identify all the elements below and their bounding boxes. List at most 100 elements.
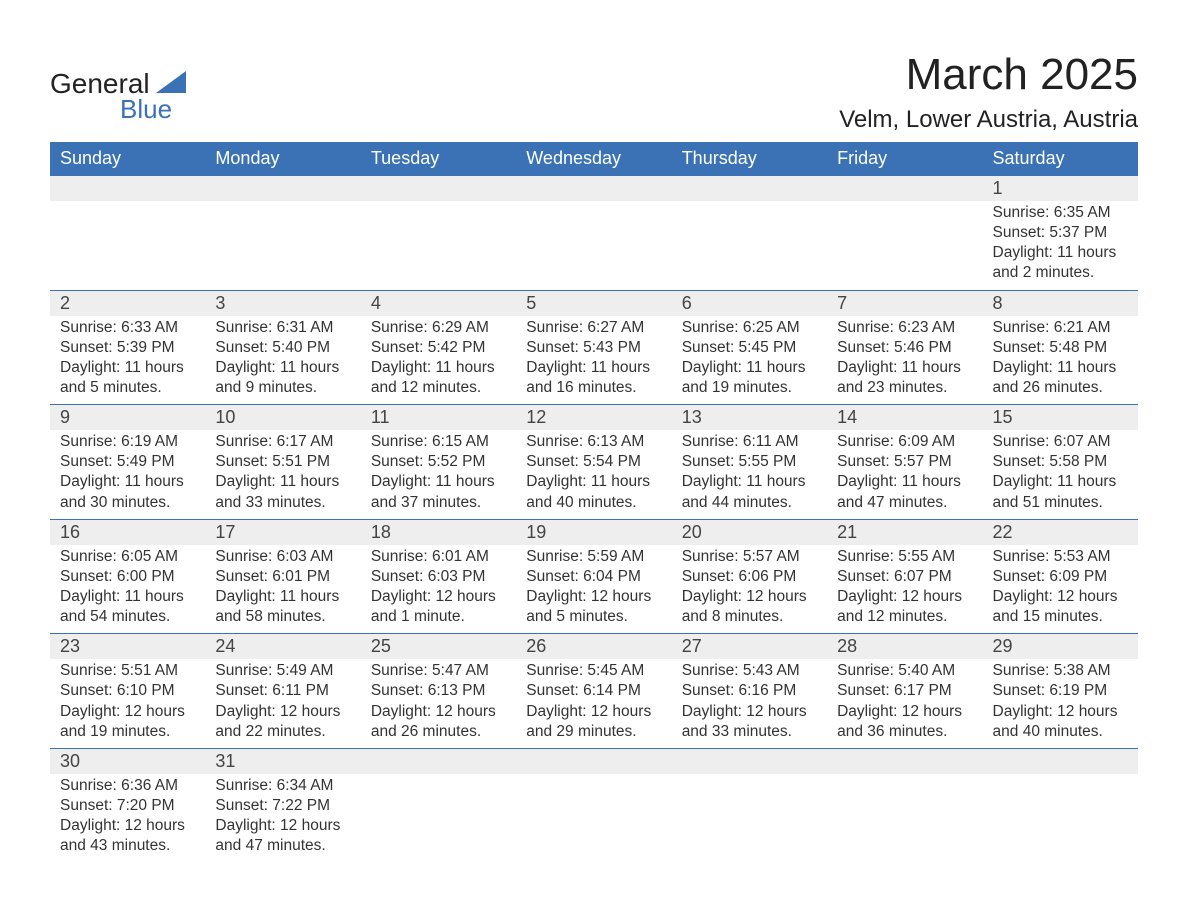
calendar-day-cell: 2Sunrise: 6:33 AMSunset: 5:39 PMDaylight… — [50, 290, 205, 405]
sunrise-text: Sunrise: 6:01 AM — [371, 547, 506, 567]
day-number: 22 — [983, 520, 1138, 545]
day-body: Sunrise: 6:23 AMSunset: 5:46 PMDaylight:… — [827, 316, 982, 405]
daylight-text: Daylight: 11 hours and 47 minutes. — [837, 472, 972, 512]
daylight-text: Daylight: 11 hours and 37 minutes. — [371, 472, 506, 512]
day-number: 11 — [361, 405, 516, 430]
day-body: Sunrise: 5:53 AMSunset: 6:09 PMDaylight:… — [983, 545, 1138, 634]
sunset-text: Sunset: 6:09 PM — [993, 567, 1128, 587]
sunrise-text: Sunrise: 6:19 AM — [60, 432, 195, 452]
daylight-text: Daylight: 11 hours and 16 minutes. — [526, 358, 661, 398]
daylight-text: Daylight: 11 hours and 44 minutes. — [682, 472, 817, 512]
calendar-table: SundayMondayTuesdayWednesdayThursdayFrid… — [50, 142, 1138, 862]
sunset-text: Sunset: 6:17 PM — [837, 681, 972, 701]
weekday-header: Saturday — [983, 142, 1138, 176]
calendar-day-cell: 22Sunrise: 5:53 AMSunset: 6:09 PMDayligh… — [983, 519, 1138, 634]
daylight-text: Daylight: 11 hours and 26 minutes. — [993, 358, 1128, 398]
daylight-text: Daylight: 12 hours and 43 minutes. — [60, 816, 195, 856]
weekday-header: Thursday — [672, 142, 827, 176]
daylight-text: Daylight: 11 hours and 51 minutes. — [993, 472, 1128, 512]
day-number: 28 — [827, 634, 982, 659]
weekday-header: Wednesday — [516, 142, 671, 176]
sunset-text: Sunset: 6:10 PM — [60, 681, 195, 701]
daylight-text: Daylight: 11 hours and 2 minutes. — [993, 243, 1128, 283]
calendar-day-cell: 7Sunrise: 6:23 AMSunset: 5:46 PMDaylight… — [827, 290, 982, 405]
sunset-text: Sunset: 6:14 PM — [526, 681, 661, 701]
day-number: 16 — [50, 520, 205, 545]
daylight-text: Daylight: 11 hours and 54 minutes. — [60, 587, 195, 627]
sunrise-text: Sunrise: 6:07 AM — [993, 432, 1128, 452]
day-number: 19 — [516, 520, 671, 545]
daylight-text: Daylight: 12 hours and 36 minutes. — [837, 702, 972, 742]
sunrise-text: Sunrise: 6:33 AM — [60, 318, 195, 338]
sunset-text: Sunset: 5:51 PM — [215, 452, 350, 472]
day-body: Sunrise: 6:01 AMSunset: 6:03 PMDaylight:… — [361, 545, 516, 634]
calendar-day-cell: 29Sunrise: 5:38 AMSunset: 6:19 PMDayligh… — [983, 634, 1138, 749]
calendar-day-cell — [205, 176, 360, 291]
day-number: 14 — [827, 405, 982, 430]
day-body — [672, 774, 827, 846]
sunrise-text: Sunrise: 6:25 AM — [682, 318, 817, 338]
sunrise-text: Sunrise: 5:57 AM — [682, 547, 817, 567]
day-number — [516, 749, 671, 774]
day-number: 15 — [983, 405, 1138, 430]
calendar-day-cell — [827, 748, 982, 862]
calendar-day-cell: 14Sunrise: 6:09 AMSunset: 5:57 PMDayligh… — [827, 405, 982, 520]
daylight-text: Daylight: 12 hours and 47 minutes. — [215, 816, 350, 856]
daylight-text: Daylight: 12 hours and 12 minutes. — [837, 587, 972, 627]
sunset-text: Sunset: 6:06 PM — [682, 567, 817, 587]
day-number: 23 — [50, 634, 205, 659]
sunset-text: Sunset: 6:03 PM — [371, 567, 506, 587]
calendar-day-cell — [50, 176, 205, 291]
daylight-text: Daylight: 11 hours and 40 minutes. — [526, 472, 661, 512]
day-number — [983, 749, 1138, 774]
day-body: Sunrise: 6:36 AMSunset: 7:20 PMDaylight:… — [50, 774, 205, 863]
sunrise-text: Sunrise: 6:35 AM — [993, 203, 1128, 223]
brand-logo: General Blue — [50, 50, 186, 125]
calendar-day-cell — [361, 176, 516, 291]
calendar-day-cell: 8Sunrise: 6:21 AMSunset: 5:48 PMDaylight… — [983, 290, 1138, 405]
sunset-text: Sunset: 5:42 PM — [371, 338, 506, 358]
calendar-day-cell: 20Sunrise: 5:57 AMSunset: 6:06 PMDayligh… — [672, 519, 827, 634]
day-body: Sunrise: 6:21 AMSunset: 5:48 PMDaylight:… — [983, 316, 1138, 405]
day-number: 4 — [361, 291, 516, 316]
calendar-day-cell — [516, 176, 671, 291]
sunrise-text: Sunrise: 5:47 AM — [371, 661, 506, 681]
sunrise-text: Sunrise: 6:34 AM — [215, 776, 350, 796]
calendar-day-cell — [827, 176, 982, 291]
day-body: Sunrise: 6:07 AMSunset: 5:58 PMDaylight:… — [983, 430, 1138, 519]
day-number: 2 — [50, 291, 205, 316]
day-number: 29 — [983, 634, 1138, 659]
daylight-text: Daylight: 11 hours and 30 minutes. — [60, 472, 195, 512]
calendar-day-cell: 19Sunrise: 5:59 AMSunset: 6:04 PMDayligh… — [516, 519, 671, 634]
sunset-text: Sunset: 5:48 PM — [993, 338, 1128, 358]
calendar-day-cell: 25Sunrise: 5:47 AMSunset: 6:13 PMDayligh… — [361, 634, 516, 749]
calendar-day-cell: 13Sunrise: 6:11 AMSunset: 5:55 PMDayligh… — [672, 405, 827, 520]
sunrise-text: Sunrise: 6:31 AM — [215, 318, 350, 338]
day-number: 13 — [672, 405, 827, 430]
calendar-day-cell: 4Sunrise: 6:29 AMSunset: 5:42 PMDaylight… — [361, 290, 516, 405]
day-body: Sunrise: 6:34 AMSunset: 7:22 PMDaylight:… — [205, 774, 360, 863]
day-number: 8 — [983, 291, 1138, 316]
day-body: Sunrise: 5:55 AMSunset: 6:07 PMDaylight:… — [827, 545, 982, 634]
day-number: 26 — [516, 634, 671, 659]
sunset-text: Sunset: 5:45 PM — [682, 338, 817, 358]
calendar-week-row: 23Sunrise: 5:51 AMSunset: 6:10 PMDayligh… — [50, 634, 1138, 749]
day-body — [516, 774, 671, 846]
calendar-day-cell: 21Sunrise: 5:55 AMSunset: 6:07 PMDayligh… — [827, 519, 982, 634]
day-body: Sunrise: 6:25 AMSunset: 5:45 PMDaylight:… — [672, 316, 827, 405]
day-body: Sunrise: 6:15 AMSunset: 5:52 PMDaylight:… — [361, 430, 516, 519]
day-body — [827, 201, 982, 273]
day-body — [516, 201, 671, 273]
day-body — [361, 201, 516, 273]
day-number — [361, 749, 516, 774]
daylight-text: Daylight: 12 hours and 29 minutes. — [526, 702, 661, 742]
day-number: 31 — [205, 749, 360, 774]
day-body — [205, 201, 360, 273]
calendar-week-row: 16Sunrise: 6:05 AMSunset: 6:00 PMDayligh… — [50, 519, 1138, 634]
daylight-text: Daylight: 12 hours and 33 minutes. — [682, 702, 817, 742]
daylight-text: Daylight: 12 hours and 5 minutes. — [526, 587, 661, 627]
sunset-text: Sunset: 5:55 PM — [682, 452, 817, 472]
calendar-day-cell: 31Sunrise: 6:34 AMSunset: 7:22 PMDayligh… — [205, 748, 360, 862]
daylight-text: Daylight: 12 hours and 8 minutes. — [682, 587, 817, 627]
calendar-day-cell: 15Sunrise: 6:07 AMSunset: 5:58 PMDayligh… — [983, 405, 1138, 520]
